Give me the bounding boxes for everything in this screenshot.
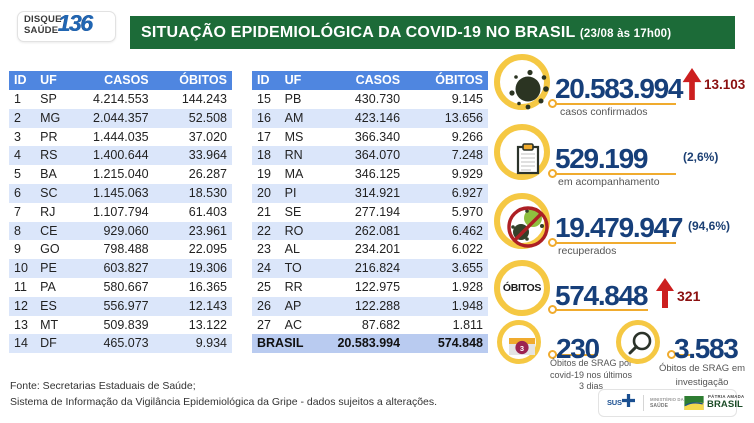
svg-text:3: 3 (520, 344, 524, 353)
